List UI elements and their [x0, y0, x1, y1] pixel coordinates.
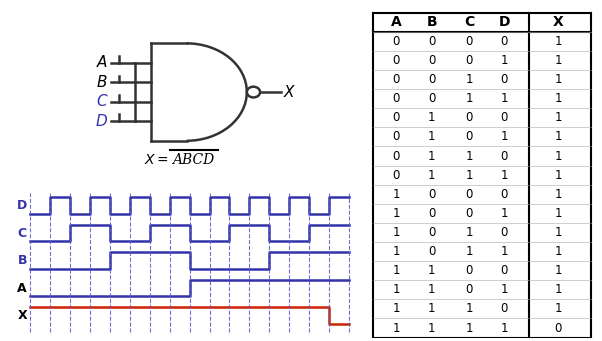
- Text: 0: 0: [393, 73, 400, 86]
- Text: 0: 0: [393, 130, 400, 144]
- Text: 0: 0: [465, 188, 473, 201]
- Text: B: B: [96, 75, 107, 90]
- Text: X: X: [284, 85, 294, 100]
- Text: 0: 0: [465, 207, 473, 220]
- Text: 1: 1: [428, 150, 435, 163]
- Text: 1: 1: [554, 169, 562, 182]
- Text: 0: 0: [428, 226, 435, 239]
- Text: 0: 0: [501, 226, 508, 239]
- Text: 0: 0: [554, 322, 562, 335]
- Text: 0: 0: [465, 111, 473, 124]
- Text: 0: 0: [465, 283, 473, 296]
- Text: C: C: [96, 94, 107, 109]
- Text: D: D: [17, 199, 27, 212]
- Text: 1: 1: [501, 169, 508, 182]
- Text: 1: 1: [554, 73, 562, 86]
- Text: A: A: [17, 282, 27, 295]
- Text: 1: 1: [428, 130, 435, 144]
- Text: 0: 0: [393, 150, 400, 163]
- Text: 1: 1: [393, 245, 400, 258]
- Text: 1: 1: [393, 226, 400, 239]
- Text: 0: 0: [465, 35, 473, 48]
- Text: 0: 0: [393, 35, 400, 48]
- Text: 1: 1: [501, 283, 508, 296]
- Text: 1: 1: [465, 73, 473, 86]
- Text: 0: 0: [501, 35, 508, 48]
- Text: 0: 0: [501, 150, 508, 163]
- Text: 1: 1: [465, 322, 473, 335]
- Text: 0: 0: [393, 92, 400, 105]
- Text: 0: 0: [393, 54, 400, 67]
- Text: B: B: [426, 15, 437, 29]
- Text: 1: 1: [554, 35, 562, 48]
- Text: 1: 1: [501, 322, 508, 335]
- Text: 1: 1: [554, 264, 562, 277]
- Text: 0: 0: [501, 111, 508, 124]
- Text: 0: 0: [465, 54, 473, 67]
- Text: ABCD: ABCD: [172, 153, 214, 167]
- Text: 0: 0: [428, 35, 435, 48]
- Text: 1: 1: [428, 322, 435, 335]
- Text: 0: 0: [501, 302, 508, 315]
- Text: C: C: [18, 226, 27, 239]
- Text: 1: 1: [393, 283, 400, 296]
- Text: 1: 1: [393, 207, 400, 220]
- Text: 1: 1: [554, 92, 562, 105]
- Text: 1: 1: [554, 245, 562, 258]
- Text: 1: 1: [428, 111, 435, 124]
- Text: 1: 1: [393, 264, 400, 277]
- Text: 0: 0: [428, 245, 435, 258]
- Text: 1: 1: [501, 130, 508, 144]
- Text: 0: 0: [428, 207, 435, 220]
- Text: 1: 1: [428, 169, 435, 182]
- Text: 1: 1: [428, 283, 435, 296]
- Text: 1: 1: [554, 283, 562, 296]
- Text: 1: 1: [554, 302, 562, 315]
- Text: 1: 1: [554, 130, 562, 144]
- Text: X: X: [553, 15, 564, 29]
- Text: 1: 1: [393, 188, 400, 201]
- Text: 1: 1: [501, 245, 508, 258]
- Text: 0: 0: [428, 73, 435, 86]
- Text: 1: 1: [501, 207, 508, 220]
- Text: 1: 1: [465, 302, 473, 315]
- Text: 0: 0: [501, 264, 508, 277]
- Text: 1: 1: [465, 92, 473, 105]
- Text: A: A: [96, 55, 107, 70]
- Text: 1: 1: [428, 302, 435, 315]
- Text: 0: 0: [465, 130, 473, 144]
- Text: 1: 1: [465, 245, 473, 258]
- Text: 1: 1: [501, 54, 508, 67]
- Text: 1: 1: [554, 226, 562, 239]
- Text: 0: 0: [501, 188, 508, 201]
- Text: 1: 1: [465, 169, 473, 182]
- Text: 1: 1: [554, 207, 562, 220]
- Text: B: B: [17, 254, 27, 267]
- Text: 1: 1: [428, 264, 435, 277]
- Text: 0: 0: [393, 111, 400, 124]
- Text: 0: 0: [428, 54, 435, 67]
- Text: 1: 1: [501, 92, 508, 105]
- Text: 1: 1: [465, 150, 473, 163]
- Text: $X = $: $X = $: [144, 153, 169, 167]
- Text: A: A: [391, 15, 402, 29]
- Text: D: D: [498, 15, 510, 29]
- Text: 1: 1: [554, 54, 562, 67]
- Text: C: C: [464, 15, 474, 29]
- Text: 0: 0: [501, 73, 508, 86]
- Text: 0: 0: [465, 264, 473, 277]
- Text: 0: 0: [393, 169, 400, 182]
- Text: 1: 1: [393, 302, 400, 315]
- Text: D: D: [95, 114, 107, 129]
- Text: 0: 0: [428, 188, 435, 201]
- Text: 1: 1: [554, 111, 562, 124]
- Text: 1: 1: [554, 150, 562, 163]
- Text: 1: 1: [393, 322, 400, 335]
- Text: X: X: [17, 309, 27, 322]
- Text: 1: 1: [465, 226, 473, 239]
- Text: 0: 0: [428, 92, 435, 105]
- Text: 1: 1: [554, 188, 562, 201]
